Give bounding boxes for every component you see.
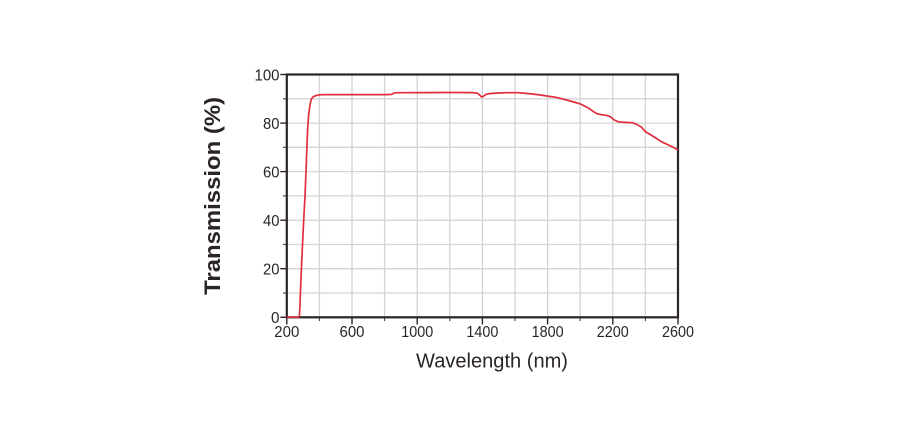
svg-text:1800: 1800 [532,324,564,341]
svg-text:1000: 1000 [401,324,433,341]
svg-text:80: 80 [263,116,280,133]
svg-text:Wavelength (nm): Wavelength (nm) [416,350,568,372]
svg-text:40: 40 [263,213,280,230]
svg-text:100: 100 [255,68,280,85]
svg-text:2200: 2200 [597,324,629,341]
svg-text:Transmission (%): Transmission (%) [200,97,225,295]
svg-text:2600: 2600 [662,324,694,341]
svg-text:60: 60 [263,165,280,182]
svg-text:600: 600 [340,324,365,341]
svg-text:0: 0 [271,310,280,327]
svg-text:20: 20 [263,262,280,279]
svg-text:200: 200 [274,324,299,341]
svg-text:1400: 1400 [466,324,498,341]
